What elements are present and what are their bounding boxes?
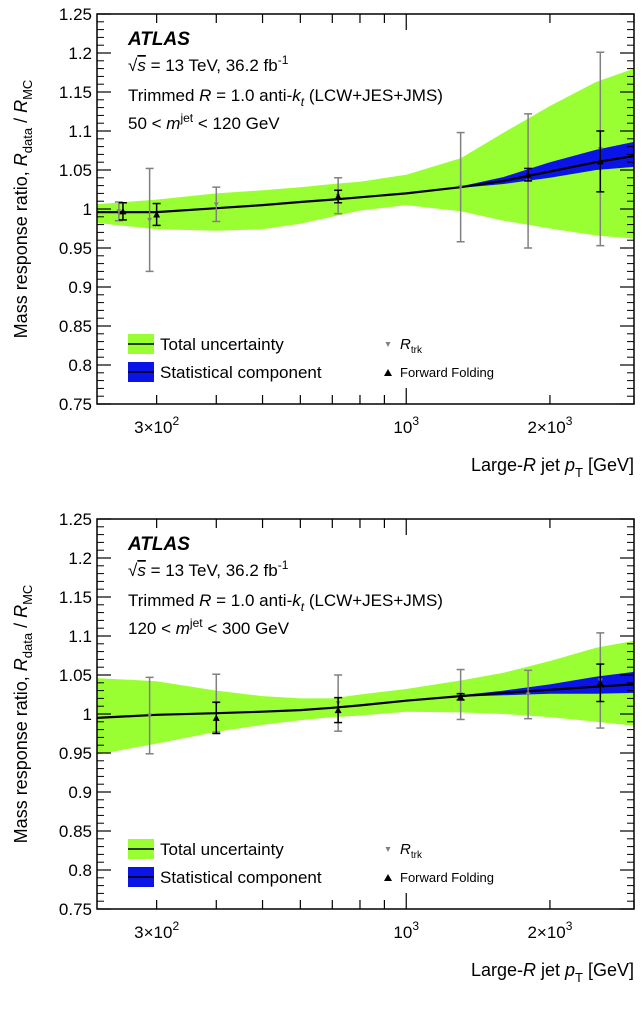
- jet-definition-label: Trimmed R = 1.0 anti-kt (LCW+JES+JMS): [128, 86, 443, 109]
- chart-svg-bottom: 0.75 0.8 0.85 0.9 0.95 1 1.05 1.1 1.15 1.2 1.25 3×…: [11, 510, 635, 985]
- legend-total-label: Total uncertainty: [160, 840, 284, 859]
- statistical-component-band: [460, 141, 634, 188]
- forward-folding-point: [524, 167, 533, 182]
- legend-ff-label: Forward Folding: [400, 365, 494, 380]
- forward-folding-point: [596, 663, 605, 703]
- energy-label: √s = 13 TeV, 36.2 fb-1: [128, 53, 289, 75]
- y-axis-label: Mass response ratio, Rdata / RMC: [11, 80, 35, 339]
- y-tick-label: 0.8: [68, 861, 92, 880]
- atlas-label: ATLAS: [127, 534, 190, 555]
- rtrk-point: [524, 669, 533, 720]
- legend-stat-label: Statistical component: [160, 868, 322, 887]
- legend-stat-label: Statistical component: [160, 363, 322, 382]
- y-tick-label: 1.15: [59, 588, 92, 607]
- x-axis-label: Large-R jet pT [GeV]: [471, 960, 634, 985]
- chart-panel-top: 0.75 0.8 0.85 0.9 0.95 1 1.05 1.1 1.15 1.2 1.25 3×…: [0, 0, 644, 500]
- y-tick-label: 1.1: [68, 122, 92, 141]
- y-tick-label: 0.75: [59, 900, 92, 919]
- y-tick-label: 1.2: [68, 44, 92, 63]
- y-tick-label: 0.9: [68, 783, 92, 802]
- forward-folding-point: [596, 130, 605, 193]
- energy-label: √s = 13 TeV, 36.2 fb-1: [128, 558, 289, 580]
- total-uncertainty-band: [97, 640, 634, 755]
- total-uncertainty-band: [97, 68, 634, 239]
- y-tick-label: 1.2: [68, 549, 92, 568]
- legend-total-label: Total uncertainty: [160, 335, 284, 354]
- rtrk-point: [212, 186, 221, 223]
- forward-folding-point: [212, 701, 221, 735]
- x-axis-label: Large-R jet pT [GeV]: [471, 455, 634, 480]
- legend-ff-marker: [384, 369, 392, 376]
- x-tick-label: 3×102: [134, 919, 179, 942]
- rtrk-point: [145, 167, 154, 273]
- y-tick-label: 1.15: [59, 83, 92, 102]
- x-tick-label: 3×102: [134, 414, 179, 437]
- legend-rtrk-marker: [385, 847, 391, 852]
- legend-ff-label: Forward Folding: [400, 870, 494, 885]
- legend-rtrk-marker: [385, 342, 391, 347]
- rtrk-point: [456, 131, 465, 243]
- y-tick-label: 1.05: [59, 161, 92, 180]
- forward-folding-point: [334, 189, 343, 204]
- legend: Total uncertainty Statistical component …: [128, 334, 494, 382]
- forward-folding-point: [456, 692, 465, 701]
- legend-rtrk-label: Rtrk: [400, 336, 423, 356]
- y-tick-label: 0.95: [59, 239, 92, 258]
- rtrk-point: [114, 201, 123, 222]
- mass-range-label: 50 < mjet < 120 GeV: [128, 111, 280, 133]
- atlas-label: ATLAS: [127, 29, 190, 50]
- y-tick-label: 0.85: [59, 317, 92, 336]
- forward-folding-point: [118, 202, 127, 221]
- legend: Total uncertainty Statistical component …: [128, 839, 494, 887]
- y-tick-label: 1: [83, 705, 92, 724]
- jet-definition-label: Trimmed R = 1.0 anti-kt (LCW+JES+JMS): [128, 591, 443, 614]
- y-tick-label: 1.05: [59, 666, 92, 685]
- y-tick-label: 1.1: [68, 627, 92, 646]
- y-tick-label: 0.8: [68, 356, 92, 375]
- y-axis-label: Mass response ratio, Rdata / RMC: [11, 585, 35, 844]
- x-tick-label: 2×103: [527, 919, 572, 942]
- forward-folding-point: [152, 202, 161, 227]
- y-tick-label: 1.25: [59, 510, 92, 529]
- x-tick-label: 103: [393, 414, 419, 437]
- legend-ff-marker: [384, 874, 392, 881]
- legend-rtrk-label: Rtrk: [400, 841, 423, 861]
- y-tick-label: 0.95: [59, 744, 92, 763]
- x-tick-label: 2×103: [527, 414, 572, 437]
- y-tick-label: 1: [83, 200, 92, 219]
- y-tick-label: 0.75: [59, 395, 92, 414]
- mass-range-label: 120 < mjet < 300 GeV: [128, 616, 290, 638]
- chart-svg-top: 0.75 0.8 0.85 0.9 0.95 1 1.05 1.1 1.15 1.2 1.25 3×…: [11, 5, 635, 480]
- forward-folding-point: [334, 696, 343, 724]
- x-tick-label: 103: [393, 919, 419, 942]
- chart-panel-bottom: 0.75 0.8 0.85 0.9 0.95 1 1.05 1.1 1.15 1.2 1.25 3×…: [0, 505, 644, 1005]
- y-tick-label: 0.85: [59, 822, 92, 841]
- rtrk-point: [145, 676, 154, 755]
- y-tick-label: 0.9: [68, 278, 92, 297]
- statistical-component-band: [460, 671, 634, 697]
- y-tick-label: 1.25: [59, 5, 92, 24]
